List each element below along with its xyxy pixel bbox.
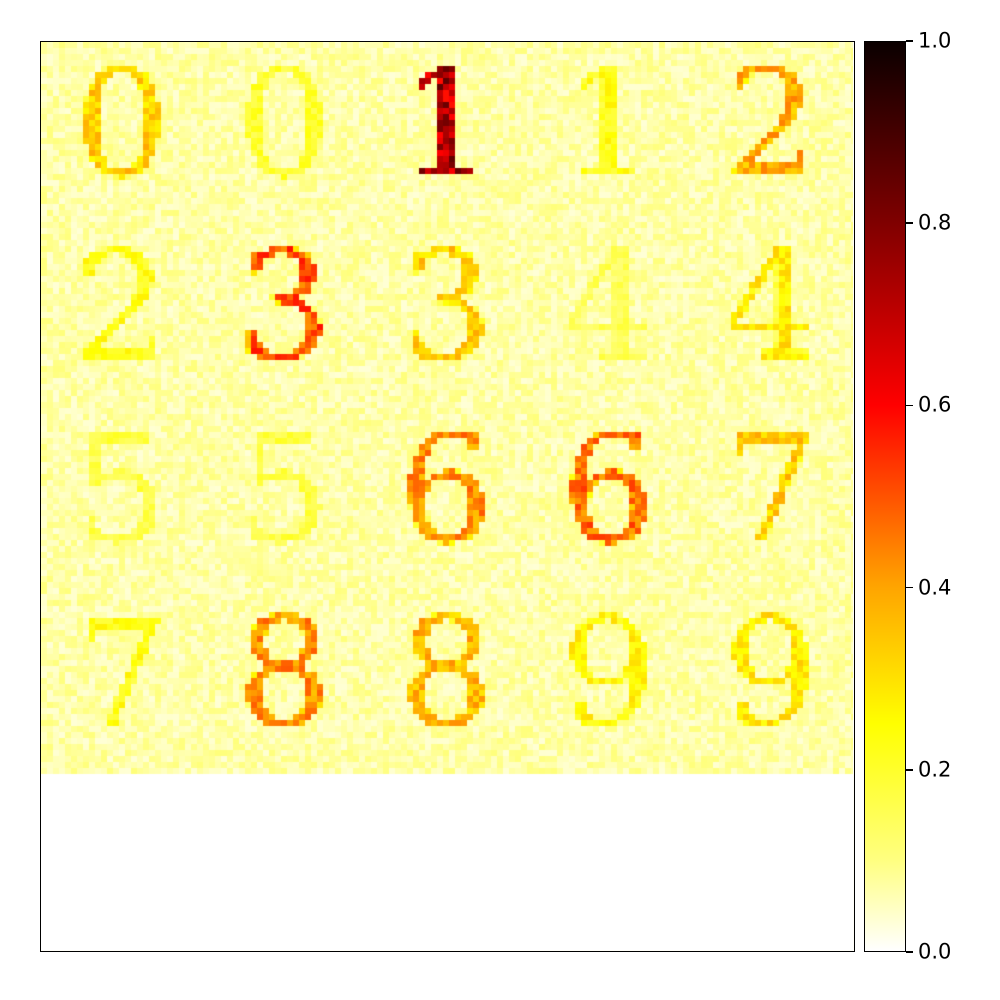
colorbar-tick <box>906 404 913 407</box>
colorbar-tick-label: 0.8 <box>918 210 952 235</box>
colorbar-tick <box>906 222 913 224</box>
colorbar-tick-label: 1.0 <box>918 28 952 53</box>
colorbar-tick <box>906 586 913 589</box>
heatmap-plot-area <box>40 41 855 952</box>
colorbar-tick-label: 0.0 <box>918 939 952 964</box>
colorbar-tick <box>906 769 913 771</box>
colorbar-tick <box>906 951 913 953</box>
colorbar-tick-label: 0.4 <box>918 575 952 600</box>
colorbar-tick-label: 0.2 <box>918 757 952 782</box>
colorbar-tick <box>906 40 913 42</box>
colorbar <box>864 41 906 952</box>
heatmap-image <box>41 42 853 950</box>
colorbar-gradient <box>865 42 905 951</box>
colorbar-tick-label: 0.6 <box>918 392 952 417</box>
